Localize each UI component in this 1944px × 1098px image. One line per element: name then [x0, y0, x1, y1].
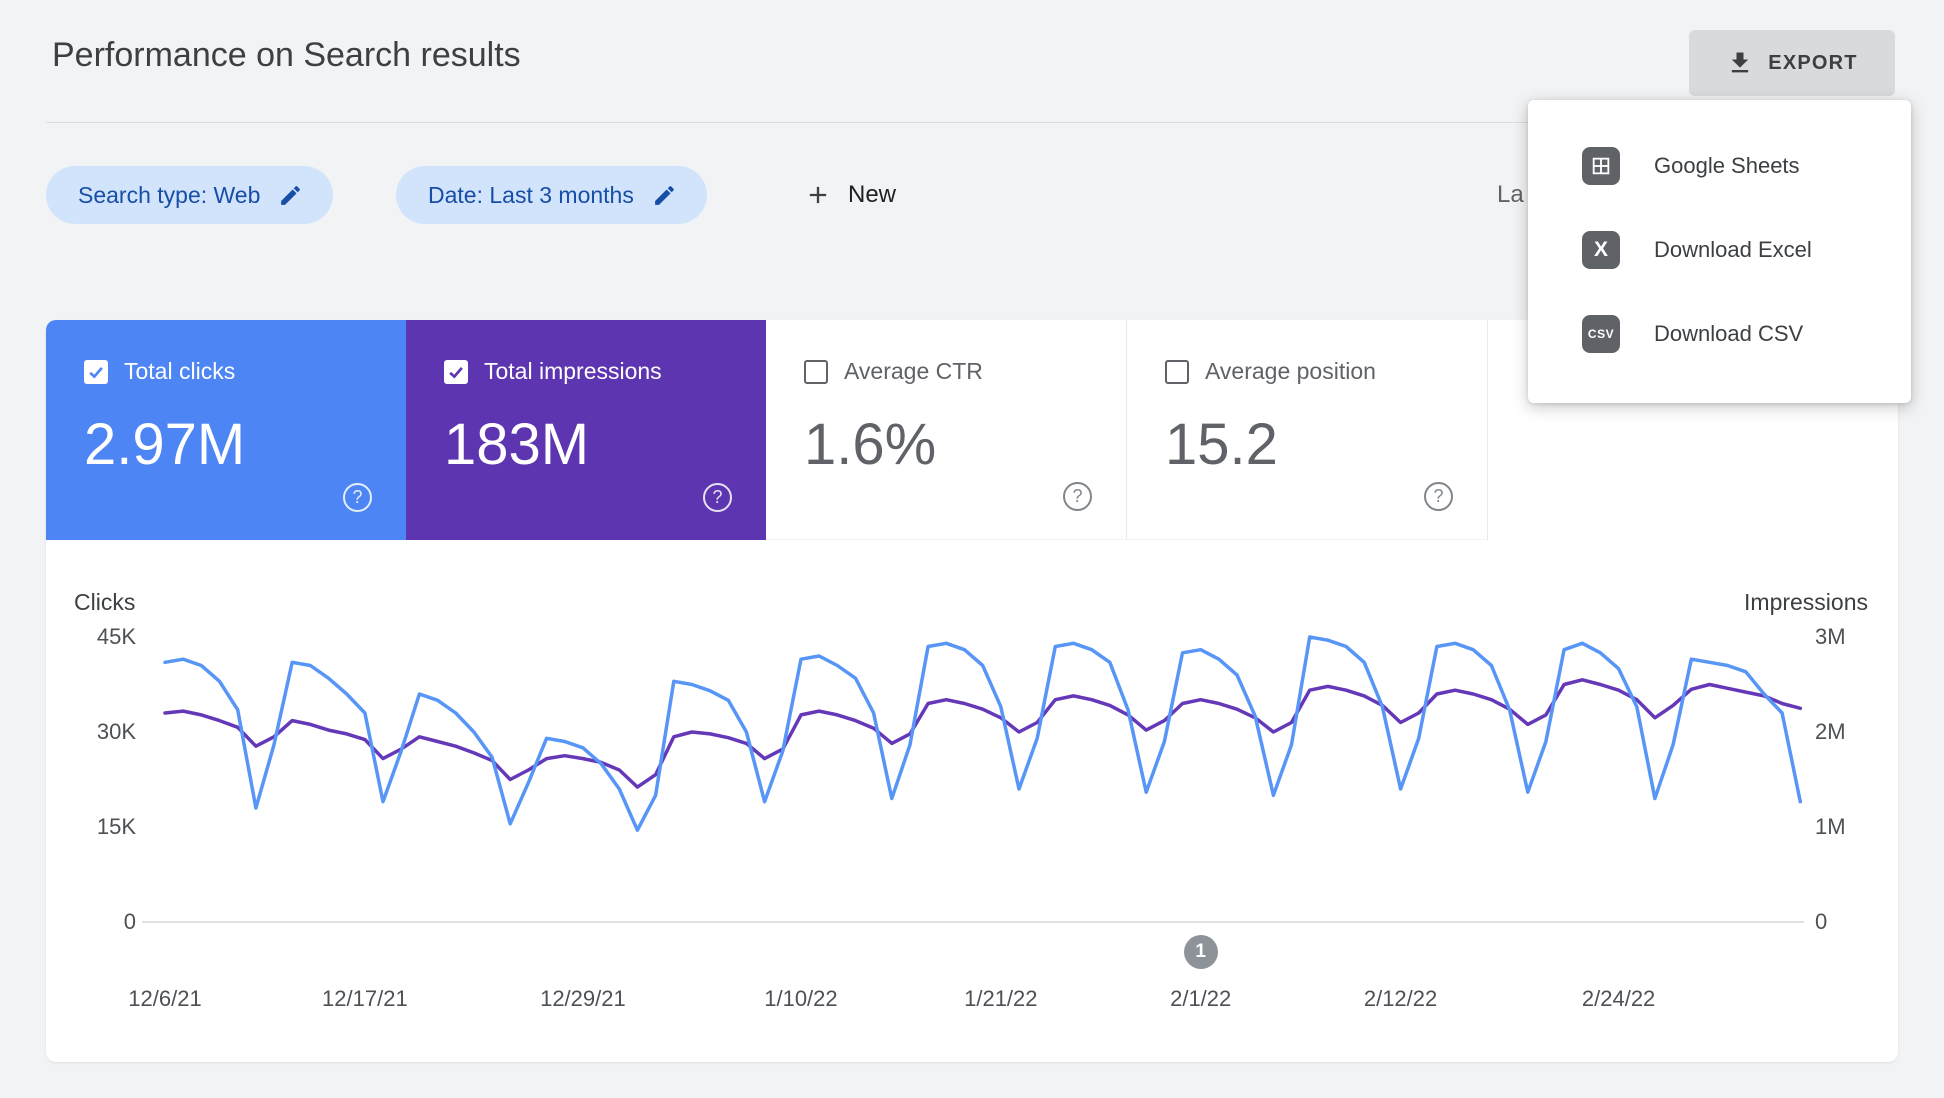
- x-axis-date-label: 12/6/21: [128, 986, 202, 1011]
- x-axis-date-label: 2/24/22: [1581, 986, 1656, 1011]
- metric-card-value: 15.2: [1165, 412, 1278, 477]
- search-type-chip[interactable]: Search type: Web: [46, 166, 334, 224]
- menu-item-download-excel[interactable]: X Download Excel: [1528, 208, 1911, 292]
- download-icon: [1732, 52, 1749, 73]
- menu-item-label: Download Excel: [1654, 237, 1812, 262]
- x-axis-date-label: 1/21/22: [964, 986, 1038, 1011]
- metric-card-total-clicks[interactable]: Total clicks 2.97M: [46, 320, 406, 540]
- search-type-chip-label: Search type: Web: [78, 181, 261, 208]
- metric-card-value: 183M: [444, 412, 590, 477]
- new-filter-label: New: [848, 181, 897, 208]
- edit-pencil-icon[interactable]: [278, 183, 303, 208]
- metric-card-label: Average CTR: [844, 358, 983, 384]
- csv-icon: CSV: [1582, 315, 1620, 353]
- performance-content-card: Total clicks 2.97M Total impressions 183…: [46, 320, 1898, 1062]
- metric-cards-row: Total clicks 2.97M Total impressions 183…: [46, 320, 1488, 540]
- new-filter-button[interactable]: New: [790, 166, 910, 224]
- header-divider: [46, 122, 1898, 123]
- right-axis-tick: 0: [1815, 909, 1828, 934]
- export-button-label: EXPORT: [1768, 51, 1858, 74]
- metric-card-label: Average position: [1205, 358, 1376, 384]
- metric-card-label: Total clicks: [124, 358, 236, 384]
- checkbox-unchecked-icon[interactable]: [1165, 359, 1189, 384]
- date-range-chip-label: Date: Last 3 months: [428, 181, 634, 208]
- left-axis-title: Clicks: [74, 589, 136, 615]
- metric-card-value: 2.97M: [84, 412, 246, 477]
- page-title: Performance on Search results: [52, 36, 521, 74]
- edit-pencil-icon[interactable]: [652, 183, 677, 208]
- x-axis-date-label: 12/29/21: [540, 986, 626, 1011]
- plus-icon: [809, 186, 827, 204]
- checkbox-checked-icon[interactable]: [84, 359, 108, 384]
- right-axis-title: Impressions: [1744, 589, 1868, 615]
- left-axis-tick: 30K: [96, 719, 136, 744]
- menu-item-google-sheets[interactable]: Google Sheets: [1528, 124, 1911, 208]
- metric-card-average-ctr[interactable]: Average CTR 1.6%: [766, 320, 1127, 540]
- chart-plot: [163, 635, 1803, 832]
- checkbox-unchecked-icon[interactable]: [804, 359, 828, 384]
- x-axis-date-label: 1/10/22: [764, 986, 838, 1011]
- x-axis-baseline: [142, 921, 1804, 923]
- help-icon[interactable]: [1063, 482, 1092, 511]
- menu-item-label: Download CSV: [1654, 321, 1804, 346]
- menu-item-download-csv[interactable]: CSV Download CSV: [1528, 292, 1911, 376]
- performance-chart: Clicks Impressions 45K 30K 15K 0 3M 2M 1M 0 12/6…: [46, 320, 1898, 1062]
- help-icon[interactable]: [703, 483, 732, 512]
- x-axis-date-label: 2/1/22: [1170, 986, 1232, 1011]
- right-axis-tick: 1M: [1815, 814, 1846, 839]
- impressions-line[interactable]: [163, 678, 1803, 789]
- metric-card-value: 1.6%: [804, 412, 937, 477]
- left-axis-tick: 45K: [96, 624, 136, 649]
- menu-item-label: Google Sheets: [1654, 153, 1800, 178]
- google-sheets-icon: [1582, 147, 1620, 185]
- right-axis-tick: 2M: [1815, 719, 1846, 744]
- export-menu: Google Sheets X Download Excel CSV Downl…: [1528, 100, 1911, 403]
- last-updated-label-clipped: La: [1497, 181, 1524, 208]
- help-icon[interactable]: [343, 483, 372, 512]
- clicks-line[interactable]: [163, 635, 1803, 832]
- help-icon[interactable]: [1424, 482, 1453, 511]
- x-axis-date-label: 2/12/22: [1363, 986, 1438, 1011]
- export-button[interactable]: EXPORT: [1689, 30, 1895, 96]
- excel-icon: X: [1582, 231, 1620, 269]
- right-axis-tick: 3M: [1815, 624, 1846, 649]
- x-axis-date-label: 12/17/21: [322, 986, 408, 1011]
- annotation-badge[interactable]: 1: [1183, 935, 1218, 969]
- checkbox-checked-icon[interactable]: [444, 359, 468, 384]
- left-axis-tick: 15K: [96, 814, 136, 839]
- metric-card-label: Total impressions: [484, 358, 662, 384]
- date-range-chip[interactable]: Date: Last 3 months: [396, 166, 707, 224]
- metric-card-total-impressions[interactable]: Total impressions 183M: [406, 320, 766, 540]
- metric-card-average-position[interactable]: Average position 15.2: [1127, 320, 1488, 540]
- left-axis-tick: 0: [123, 909, 136, 934]
